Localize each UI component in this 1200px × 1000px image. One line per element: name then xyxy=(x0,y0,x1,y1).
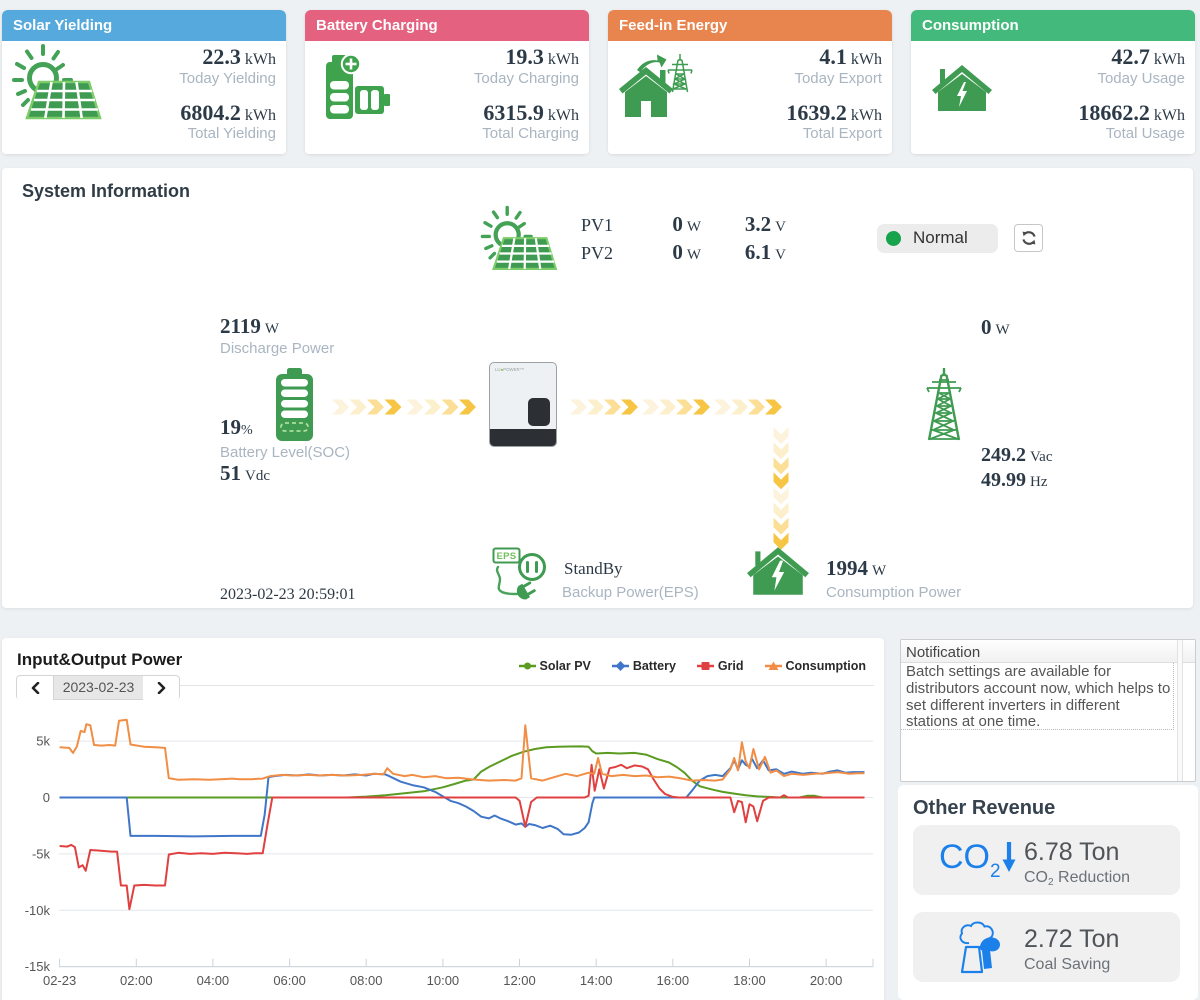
svg-text:-15k: -15k xyxy=(25,959,51,974)
svg-text:0: 0 xyxy=(43,790,50,805)
svg-text:08:00: 08:00 xyxy=(350,973,383,988)
svg-text:12:00: 12:00 xyxy=(503,973,536,988)
svg-text:06:00: 06:00 xyxy=(273,973,306,988)
svg-text:18:00: 18:00 xyxy=(733,973,766,988)
svg-text:16:00: 16:00 xyxy=(657,973,690,988)
svg-text:14:00: 14:00 xyxy=(580,973,613,988)
svg-text:5k: 5k xyxy=(36,734,50,749)
svg-text:02:00: 02:00 xyxy=(120,973,153,988)
svg-text:20:00: 20:00 xyxy=(810,973,843,988)
svg-text:04:00: 04:00 xyxy=(197,973,230,988)
svg-text:EPS: EPS xyxy=(497,551,517,562)
svg-text:-5k: -5k xyxy=(32,846,51,861)
svg-text:10:00: 10:00 xyxy=(427,973,460,988)
svg-text:02-23: 02-23 xyxy=(43,973,76,988)
svg-text:-10k: -10k xyxy=(25,903,51,918)
